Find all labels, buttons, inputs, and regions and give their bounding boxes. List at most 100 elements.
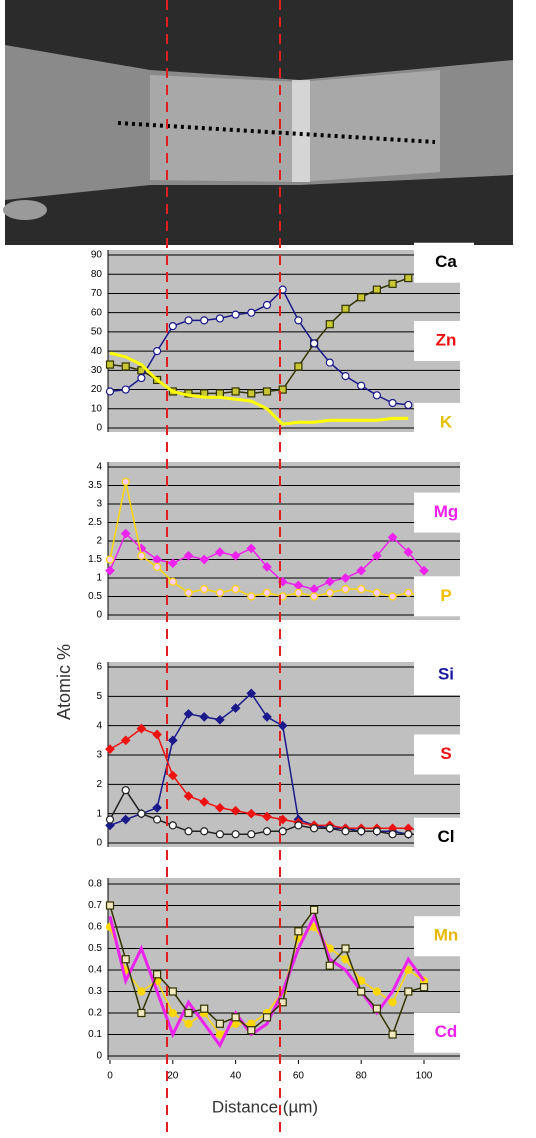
marker [107, 902, 114, 909]
marker [122, 956, 129, 963]
marker [232, 1014, 239, 1021]
marker [248, 309, 255, 316]
y-tick-label: 3 [96, 499, 102, 510]
marker [389, 831, 396, 838]
marker [154, 563, 161, 570]
marker [248, 1027, 255, 1034]
y-tick-label: 1.5 [88, 554, 102, 565]
y-tick-label: 0.1 [88, 1029, 102, 1040]
marker [389, 593, 396, 600]
marker [389, 400, 396, 407]
y-tick-label: 3.5 [88, 480, 102, 491]
y-tick-label: 0 [96, 423, 102, 434]
marker [373, 589, 380, 596]
y-tick-label: 60 [91, 307, 103, 318]
marker [373, 988, 380, 995]
y-tick-label: 80 [91, 269, 103, 280]
y-tick-label: 10 [91, 403, 103, 414]
marker [342, 828, 349, 835]
y-tick-label: 4 [96, 720, 102, 731]
y-tick-label: 20 [91, 384, 103, 395]
marker [264, 828, 271, 835]
marker [326, 359, 333, 366]
marker [154, 816, 161, 823]
marker [311, 593, 318, 600]
y-tick-label: 70 [91, 288, 103, 299]
marker [311, 906, 318, 913]
marker [169, 323, 176, 330]
marker [342, 586, 349, 593]
marker [138, 810, 145, 817]
x-tick-label: 20 [167, 1071, 179, 1082]
marker [154, 348, 161, 355]
legend-label: Cl [438, 827, 455, 846]
marker [201, 586, 208, 593]
y-tick-label: 0.3 [88, 986, 102, 997]
legend-label: Cd [435, 1022, 458, 1041]
marker [201, 317, 208, 324]
y-tick-label: 1 [96, 808, 102, 819]
marker [107, 556, 114, 563]
y-axis-title: Atomic % [54, 644, 74, 720]
bright-spot [292, 80, 310, 182]
marker [389, 999, 396, 1006]
marker [326, 321, 333, 328]
marker [358, 382, 365, 389]
legend-label: P [440, 586, 451, 605]
marker [107, 816, 114, 823]
marker [232, 831, 239, 838]
marker [358, 586, 365, 593]
y-tick-label: 5 [96, 691, 102, 702]
marker [169, 988, 176, 995]
marker [169, 578, 176, 585]
y-tick-label: 0.2 [88, 1008, 102, 1019]
marker [248, 390, 255, 397]
marker [326, 825, 333, 832]
y-tick-label: 2 [96, 536, 102, 547]
marker [342, 373, 349, 380]
marker [389, 1031, 396, 1038]
marker [138, 988, 145, 995]
y-tick-label: 3 [96, 750, 102, 761]
marker [373, 1005, 380, 1012]
particle [3, 200, 47, 220]
marker [295, 317, 302, 324]
x-tick-label: 0 [107, 1071, 113, 1082]
y-tick-label: 1 [96, 573, 102, 584]
marker [358, 294, 365, 301]
marker [122, 386, 129, 393]
marker [185, 1010, 192, 1017]
marker [248, 593, 255, 600]
figure: 0102030405060708090CaZnK00.511.522.533.5… [0, 0, 536, 1133]
marker [216, 315, 223, 322]
marker [405, 831, 412, 838]
y-tick-label: 0.7 [88, 900, 102, 911]
marker [201, 828, 208, 835]
marker [107, 388, 114, 395]
marker [185, 1020, 192, 1027]
legend-label: Mg [434, 502, 459, 521]
marker [216, 831, 223, 838]
y-tick-label: 0 [96, 610, 102, 621]
marker [295, 589, 302, 596]
marker [358, 828, 365, 835]
marker [185, 589, 192, 596]
y-tick-label: 6 [96, 662, 102, 673]
marker [232, 388, 239, 395]
y-tick-label: 90 [91, 250, 103, 261]
y-tick-label: 0.4 [88, 965, 102, 976]
legend-label: S [440, 744, 451, 763]
marker [169, 1010, 176, 1017]
y-tick-label: 4 [96, 462, 102, 473]
marker [421, 984, 428, 991]
marker [138, 375, 145, 382]
legend-label: Mn [434, 926, 459, 945]
marker [405, 275, 412, 282]
sem-image [3, 0, 513, 245]
marker [326, 962, 333, 969]
marker [138, 1010, 145, 1017]
marker [232, 586, 239, 593]
marker [264, 301, 271, 308]
marker [122, 787, 129, 794]
